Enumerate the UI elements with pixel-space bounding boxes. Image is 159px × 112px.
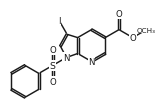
Text: O: O [49, 77, 56, 86]
Text: N: N [63, 54, 70, 62]
Text: O: O [116, 10, 122, 19]
Text: O: O [129, 34, 136, 43]
Text: OCH₃: OCH₃ [137, 27, 156, 33]
Text: S: S [50, 61, 55, 70]
Text: I: I [58, 17, 60, 26]
Text: N: N [88, 57, 95, 66]
Text: O: O [49, 46, 56, 55]
